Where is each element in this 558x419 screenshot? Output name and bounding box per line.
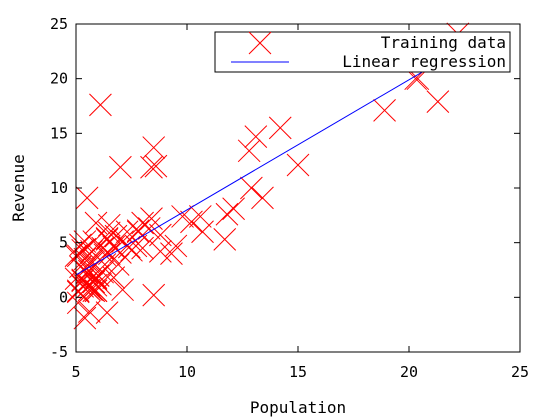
data-point-91 <box>86 264 110 287</box>
data-point-93 <box>93 253 117 276</box>
data-point-36 <box>251 186 274 210</box>
data-point-95 <box>240 176 263 200</box>
data-point-2 <box>142 136 166 159</box>
data-point-60 <box>373 99 396 122</box>
data-point-23 <box>82 230 106 253</box>
data-point-89 <box>71 269 95 293</box>
data-point-27 <box>244 125 268 148</box>
data-point-24 <box>149 223 172 247</box>
data-point-4 <box>84 211 108 235</box>
data-point-88 <box>131 211 154 235</box>
data-point-83 <box>89 272 112 296</box>
y-tick-label: 20 <box>50 70 68 88</box>
data-point-25 <box>73 306 97 330</box>
x-axis-label: Population <box>250 398 346 417</box>
data-point-1 <box>75 186 99 210</box>
data-point-70 <box>222 197 245 221</box>
x-tick-label: 15 <box>289 363 307 381</box>
axes: 5 10 15 20 25 -5 0 5 10 15 20 25 <box>50 15 529 381</box>
y-tick-label: 25 <box>50 15 68 33</box>
data-point-92 <box>82 270 106 294</box>
data-point-45 <box>237 139 261 163</box>
x-tick-label: 10 <box>178 363 196 381</box>
data-point-67 <box>111 230 134 253</box>
data-point-46 <box>188 205 212 228</box>
data-point-64 <box>95 301 119 324</box>
y-tick-label: 10 <box>50 179 68 197</box>
data-point-74 <box>104 224 128 248</box>
data-point-0 <box>89 93 112 117</box>
data-point-79 <box>69 233 92 257</box>
x-tick-label: 5 <box>71 363 80 381</box>
y-tick-label: 0 <box>59 288 68 306</box>
data-point-48 <box>286 153 310 177</box>
data-point-47 <box>180 210 203 234</box>
data-point-30 <box>102 266 126 290</box>
data-point-7 <box>144 154 168 178</box>
y-axis-label: Revenue <box>9 154 28 221</box>
data-point-42 <box>149 240 172 263</box>
legend-label-linear-regression: Linear regression <box>342 52 506 71</box>
regression-line <box>75 50 459 276</box>
data-point-5 <box>140 155 163 179</box>
data-point-75 <box>73 230 97 253</box>
x-tick-label: 25 <box>511 363 529 381</box>
data-point-38 <box>164 234 188 258</box>
legend-label-training-data: Training data <box>381 33 506 52</box>
y-tick-label: 5 <box>59 234 68 252</box>
data-point-3 <box>109 155 132 179</box>
data-point-63 <box>215 202 239 226</box>
data-point-80 <box>106 253 130 276</box>
data-point-56 <box>95 228 119 251</box>
data-point-94 <box>75 261 99 285</box>
legend: Training data Linear regression <box>214 31 511 73</box>
data-point-11 <box>268 116 292 140</box>
data-point-61 <box>97 221 121 245</box>
legend-marker-training-data <box>248 31 272 55</box>
data-point-22 <box>160 242 183 265</box>
data-point-52 <box>84 279 108 303</box>
data-point-33 <box>142 283 166 307</box>
data-point-77 <box>124 234 148 258</box>
data-point-32 <box>213 228 237 251</box>
plot-frame <box>75 23 521 353</box>
data-point-26 <box>426 90 450 113</box>
y-tick-label: 15 <box>50 124 68 142</box>
data-point-40 <box>77 300 101 323</box>
data-point-78 <box>84 273 108 297</box>
data-point-51 <box>191 220 214 244</box>
data-point-39 <box>111 278 134 302</box>
x-tick-label: 20 <box>400 363 418 381</box>
y-tick-label: -5 <box>50 343 68 361</box>
data-point-72 <box>126 219 150 242</box>
